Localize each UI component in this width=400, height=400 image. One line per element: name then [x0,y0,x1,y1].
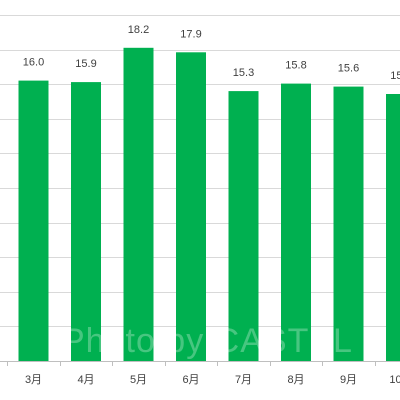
x-axis: 3月 4月 5月 6月 7月 8月 9月 10月 [0,361,400,386]
x-tick-label: 4月 [77,374,94,386]
data-label: 17.9 [180,28,201,40]
x-tick-label: 7月 [235,374,252,386]
x-tick-label: 5月 [130,374,147,386]
data-labels: 16.0 15.9 18.2 17.9 15.3 15.8 15.6 15.1 [23,24,400,82]
bar-4 [176,52,206,362]
data-label: 15.9 [75,58,96,70]
data-label: 16.0 [23,57,44,69]
data-label: 15.6 [338,63,359,75]
data-label: 18.2 [128,24,149,36]
bar-3 [123,47,154,362]
x-tick-label: 6月 [182,374,199,386]
bar-6 [281,83,311,361]
data-label: 15.1 [390,70,400,82]
bars [18,47,400,362]
bar-1 [18,80,49,361]
bar-8 [386,94,400,361]
bar-2 [71,82,101,361]
bar-7 [333,86,364,361]
x-tick-label: 8月 [287,374,304,386]
x-tick-label: 3月 [25,374,42,386]
bar-5 [228,91,259,361]
x-tick-label: 10月 [389,374,400,386]
data-label: 15.3 [233,67,254,79]
data-label: 15.8 [285,60,306,72]
x-tick-label: 9月 [340,374,357,386]
